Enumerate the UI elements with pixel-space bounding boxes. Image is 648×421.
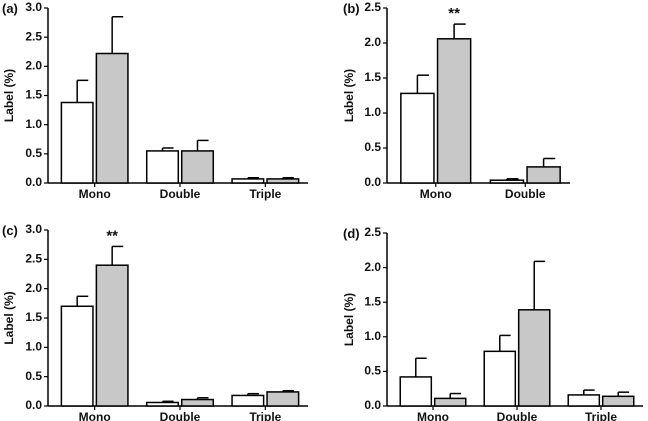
bar-double-series-0 bbox=[483, 350, 517, 407]
x-category-label: Double bbox=[160, 410, 201, 421]
y-tick-label: 2.0 bbox=[25, 281, 42, 295]
bar-mono-series-1 bbox=[433, 397, 467, 407]
y-tick-label: 3.0 bbox=[25, 0, 42, 14]
y-tick-label: 3.0 bbox=[25, 222, 42, 236]
x-category-label: Triple bbox=[585, 410, 617, 421]
x-category-label: Double bbox=[505, 187, 546, 201]
panel-0: (a) Label (%) 0.0 0.5 1.0 1.5 2.0 2.5 3.0 Mono Dou… bbox=[2, 0, 308, 201]
y-tick-label: 1.5 bbox=[25, 88, 42, 102]
bar-triple-series-1 bbox=[266, 391, 300, 407]
y-tick-label: 0.5 bbox=[364, 364, 381, 378]
x-category-label: Mono bbox=[79, 187, 111, 201]
y-tick-label: 1.0 bbox=[364, 105, 381, 119]
bar-mono-series-0 bbox=[60, 101, 94, 184]
x-category-label: Triple bbox=[249, 410, 281, 421]
y-tick-label: 0.0 bbox=[364, 398, 381, 412]
y-axis-title: Label (%) bbox=[2, 69, 16, 122]
bar-double-series-0 bbox=[489, 179, 525, 184]
bar-mono-series-1 bbox=[95, 52, 129, 184]
x-category-label: Mono bbox=[417, 410, 449, 421]
y-axis-title: Label (%) bbox=[2, 291, 16, 344]
y-axis-title: Label (%) bbox=[342, 69, 356, 122]
bar-mono-series-1 bbox=[436, 38, 472, 184]
bar-triple-series-0 bbox=[231, 394, 265, 407]
y-tick-label: 2.5 bbox=[25, 29, 42, 43]
y-tick-label: 1.0 bbox=[364, 329, 381, 343]
y-tick-label: 1.0 bbox=[25, 117, 42, 131]
bar-triple-series-1 bbox=[266, 178, 300, 184]
bar-double-series-1 bbox=[180, 150, 215, 184]
bar-double-series-1 bbox=[517, 309, 551, 407]
y-tick-label: 0.0 bbox=[25, 398, 42, 412]
significance-marker: ** bbox=[106, 227, 118, 244]
y-tick-label: 1.5 bbox=[364, 294, 381, 308]
y-tick-label: 0.5 bbox=[25, 146, 42, 160]
panel-label: (d) bbox=[343, 226, 360, 241]
bar-triple-series-0 bbox=[231, 178, 265, 184]
x-category-label: Double bbox=[497, 410, 538, 421]
x-category-label: Triple bbox=[249, 187, 281, 201]
y-tick-label: 2.5 bbox=[364, 225, 381, 239]
y-tick-label: 0.0 bbox=[25, 175, 42, 189]
y-tick-label: 2.0 bbox=[25, 59, 42, 73]
panel-3: (d) Label (%) 0.0 0.5 1.0 1.5 2.0 2.5 Mono Double… bbox=[342, 225, 643, 421]
panel-1: (b) Label (%) 0.0 0.5 1.0 1.5 2.0 2.5 Mono Double… bbox=[342, 0, 570, 201]
bar-mono-series-0 bbox=[60, 305, 94, 407]
y-tick-label: 2.0 bbox=[364, 35, 381, 49]
x-category-label: Double bbox=[160, 187, 201, 201]
panel-label: (c) bbox=[2, 223, 18, 238]
panel-label: (a) bbox=[2, 1, 18, 16]
bar-double-series-0 bbox=[145, 150, 180, 184]
y-tick-label: 1.5 bbox=[364, 70, 381, 84]
x-category-label: Mono bbox=[79, 410, 111, 421]
panel-2: (c) Label (%) 0.0 0.5 1.0 1.5 2.0 2.5 3.0 Mono Dou… bbox=[2, 222, 308, 421]
y-tick-label: 0.5 bbox=[25, 369, 42, 383]
panel-label: (b) bbox=[343, 1, 360, 16]
y-tick-label: 0.5 bbox=[364, 140, 381, 154]
significance-marker: ** bbox=[448, 5, 460, 22]
bar-mono-series-1 bbox=[95, 264, 129, 407]
x-category-label: Mono bbox=[420, 187, 452, 201]
bar-double-series-0 bbox=[145, 401, 180, 407]
y-tick-label: 1.0 bbox=[25, 340, 42, 354]
bar-triple-series-1 bbox=[601, 395, 635, 407]
bar-mono-series-0 bbox=[400, 92, 435, 184]
bar-double-series-1 bbox=[180, 398, 215, 407]
y-tick-label: 1.5 bbox=[25, 310, 42, 324]
bar-triple-series-0 bbox=[567, 394, 601, 407]
y-axis-title: Label (%) bbox=[342, 293, 356, 346]
y-tick-label: 2.5 bbox=[25, 252, 42, 266]
y-tick-label: 2.5 bbox=[364, 0, 381, 14]
bar-double-series-1 bbox=[526, 166, 561, 184]
y-tick-label: 2.0 bbox=[364, 260, 381, 274]
bar-mono-series-0 bbox=[399, 376, 433, 407]
y-tick-label: 0.0 bbox=[364, 175, 381, 189]
